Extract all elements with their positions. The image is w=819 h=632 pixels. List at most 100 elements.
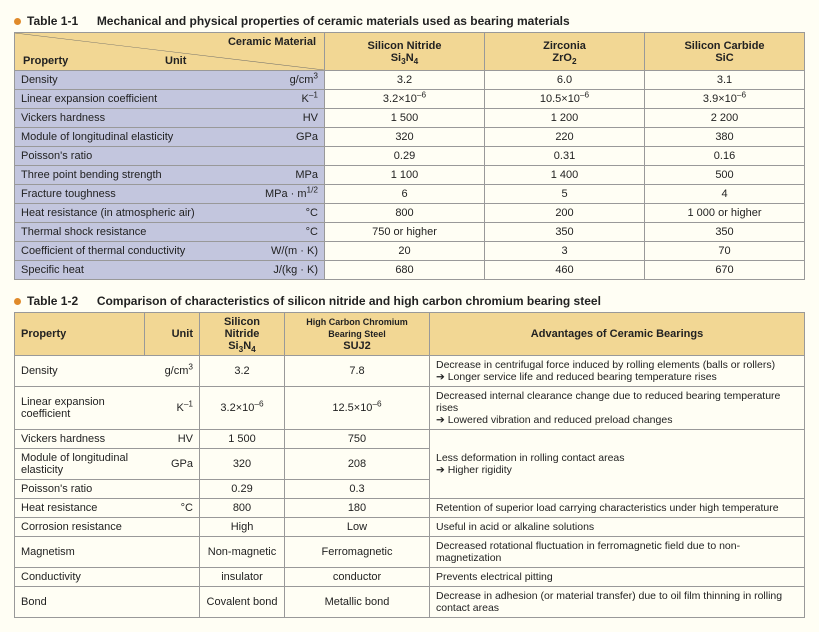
prop-cell: Fracture toughness	[15, 185, 230, 204]
table-row: Bond Covalent bondMetallic bondDecrease i…	[15, 587, 805, 618]
sin-cell: 0.29	[200, 480, 285, 499]
value-cell: 3.9×10–6	[645, 90, 805, 109]
t2-hdr-sin: Silicon Nitride Si3N4	[200, 313, 285, 356]
table-row: Linear expansion coefficientK–13.2×10–61…	[15, 387, 805, 430]
value-cell: 1 500	[325, 109, 485, 128]
unit-cell: °C	[230, 204, 325, 223]
value-cell: 6	[325, 185, 485, 204]
prop-cell: Coefficient of thermal conductivity	[15, 242, 230, 261]
adv-cell: Decrease in centrifugal force induced by…	[430, 356, 805, 387]
prop-cell: Poisson's ratio	[15, 147, 230, 166]
table1-col-1: Zirconia ZrO2	[485, 33, 645, 71]
table1-col-2: Silicon Carbide SiC	[645, 33, 805, 71]
steel-cell: 208	[285, 449, 430, 480]
steel-cell: conductor	[285, 568, 430, 587]
table-row: Densityg/cm33.26.03.1	[15, 71, 805, 90]
prop-cell: Bond	[15, 587, 145, 618]
prop-cell: Module of longitudinal elasticity	[15, 449, 145, 480]
value-cell: 4	[645, 185, 805, 204]
unit-cell: g/cm3	[230, 71, 325, 90]
t2-hdr-adv: Advantages of Ceramic Bearings	[430, 313, 805, 356]
value-cell: 680	[325, 261, 485, 280]
table1-title: Table 1-1 Mechanical and physical proper…	[14, 14, 805, 28]
table2-title: Table 1-2 Comparison of characteristics …	[14, 294, 805, 308]
adv-cell: Decrease in adhesion (or material transf…	[430, 587, 805, 618]
table-row: MagnetismNon-magneticFerromagneticDecrea…	[15, 537, 805, 568]
sin-cell: High	[200, 518, 285, 537]
t2-sin-name: Silicon Nitride	[224, 316, 260, 340]
value-cell: 1 200	[485, 109, 645, 128]
steel-cell: Metallic bond	[285, 587, 430, 618]
adv-cell: Retention of superior load carrying char…	[430, 499, 805, 518]
table1-label: Table 1-1	[27, 14, 78, 28]
value-cell: 10.5×10–6	[485, 90, 645, 109]
corner-unit: Unit	[165, 55, 186, 67]
col1-name: Zirconia	[543, 40, 586, 52]
unit-cell: MPa · m1/2	[230, 185, 325, 204]
sin-cell: Non-magnetic	[200, 537, 285, 568]
prop-cell: Module of longitudinal elasticity	[15, 128, 230, 147]
prop-cell: Linear expansion coefficient	[15, 387, 145, 430]
steel-cell: Low	[285, 518, 430, 537]
table-row: Linear expansion coefficientK–13.2×10–61…	[15, 90, 805, 109]
adv-cell: Decreased rotational fluctuation in ferr…	[430, 537, 805, 568]
prop-cell: Density	[15, 356, 145, 387]
unit-cell: GPa	[230, 128, 325, 147]
sin-cell: 800	[200, 499, 285, 518]
prop-cell: Conductivity	[15, 568, 145, 587]
value-cell: 6.0	[485, 71, 645, 90]
prop-cell: Thermal shock resistance	[15, 223, 230, 242]
unit-cell	[230, 147, 325, 166]
value-cell: 320	[325, 128, 485, 147]
t2-hdr-unit: Unit	[145, 313, 200, 356]
table2-text: Comparison of characteristics of silicon…	[97, 294, 601, 308]
unit-cell: HV	[145, 430, 200, 449]
unit-cell: g/cm3	[145, 356, 200, 387]
table1-text: Mechanical and physical properties of ce…	[97, 14, 570, 28]
adv-cell: Less deformation in rolling contact area…	[430, 430, 805, 499]
value-cell: 500	[645, 166, 805, 185]
value-cell: 200	[485, 204, 645, 223]
unit-cell	[145, 518, 200, 537]
table2-label: Table 1-2	[27, 294, 78, 308]
table1-corner: Ceramic Material Property Unit	[15, 33, 325, 71]
sin-cell: Covalent bond	[200, 587, 285, 618]
adv-cell: Useful in acid or alkaline solutions	[430, 518, 805, 537]
table-row: Vickers hardnessHV1 5001 2002 200	[15, 109, 805, 128]
table1: Ceramic Material Property Unit Silicon N…	[14, 32, 805, 280]
value-cell: 350	[485, 223, 645, 242]
sin-cell: 1 500	[200, 430, 285, 449]
prop-cell: Vickers hardness	[15, 109, 230, 128]
prop-cell: Density	[15, 71, 230, 90]
col0-formula: Si3N4	[391, 52, 419, 64]
value-cell: 3.2	[325, 71, 485, 90]
value-cell: 460	[485, 261, 645, 280]
value-cell: 1 100	[325, 166, 485, 185]
value-cell: 20	[325, 242, 485, 261]
table-row: Three point bending strengthMPa1 1001 40…	[15, 166, 805, 185]
value-cell: 70	[645, 242, 805, 261]
value-cell: 350	[645, 223, 805, 242]
col2-name: Silicon Carbide	[684, 40, 764, 52]
unit-cell: HV	[230, 109, 325, 128]
prop-cell: Corrosion resistance	[15, 518, 145, 537]
col2-formula: SiC	[715, 52, 733, 64]
table-row: Densityg/cm33.27.8Decrease in centrifuga…	[15, 356, 805, 387]
value-cell: 1 400	[485, 166, 645, 185]
value-cell: 0.29	[325, 147, 485, 166]
unit-cell	[145, 568, 200, 587]
prop-cell: Three point bending strength	[15, 166, 230, 185]
table-row: Coefficient of thermal conductivityW/(m …	[15, 242, 805, 261]
adv-cell: Prevents electrical pitting	[430, 568, 805, 587]
steel-cell: Ferromagnetic	[285, 537, 430, 568]
unit-cell: °C	[145, 499, 200, 518]
prop-cell: Linear expansion coefficient	[15, 90, 230, 109]
t2-steel-name: High Carbon Chromium Bearing Steel	[306, 317, 408, 339]
unit-cell: J/(kg · K)	[230, 261, 325, 280]
bullet-icon	[14, 18, 21, 25]
table-row: Module of longitudinal elasticityGPa3202…	[15, 128, 805, 147]
t2-hdr-steel: High Carbon Chromium Bearing Steel SUJ2	[285, 313, 430, 356]
steel-cell: 750	[285, 430, 430, 449]
value-cell: 0.31	[485, 147, 645, 166]
adv-cell: Decreased internal clearance change due …	[430, 387, 805, 430]
